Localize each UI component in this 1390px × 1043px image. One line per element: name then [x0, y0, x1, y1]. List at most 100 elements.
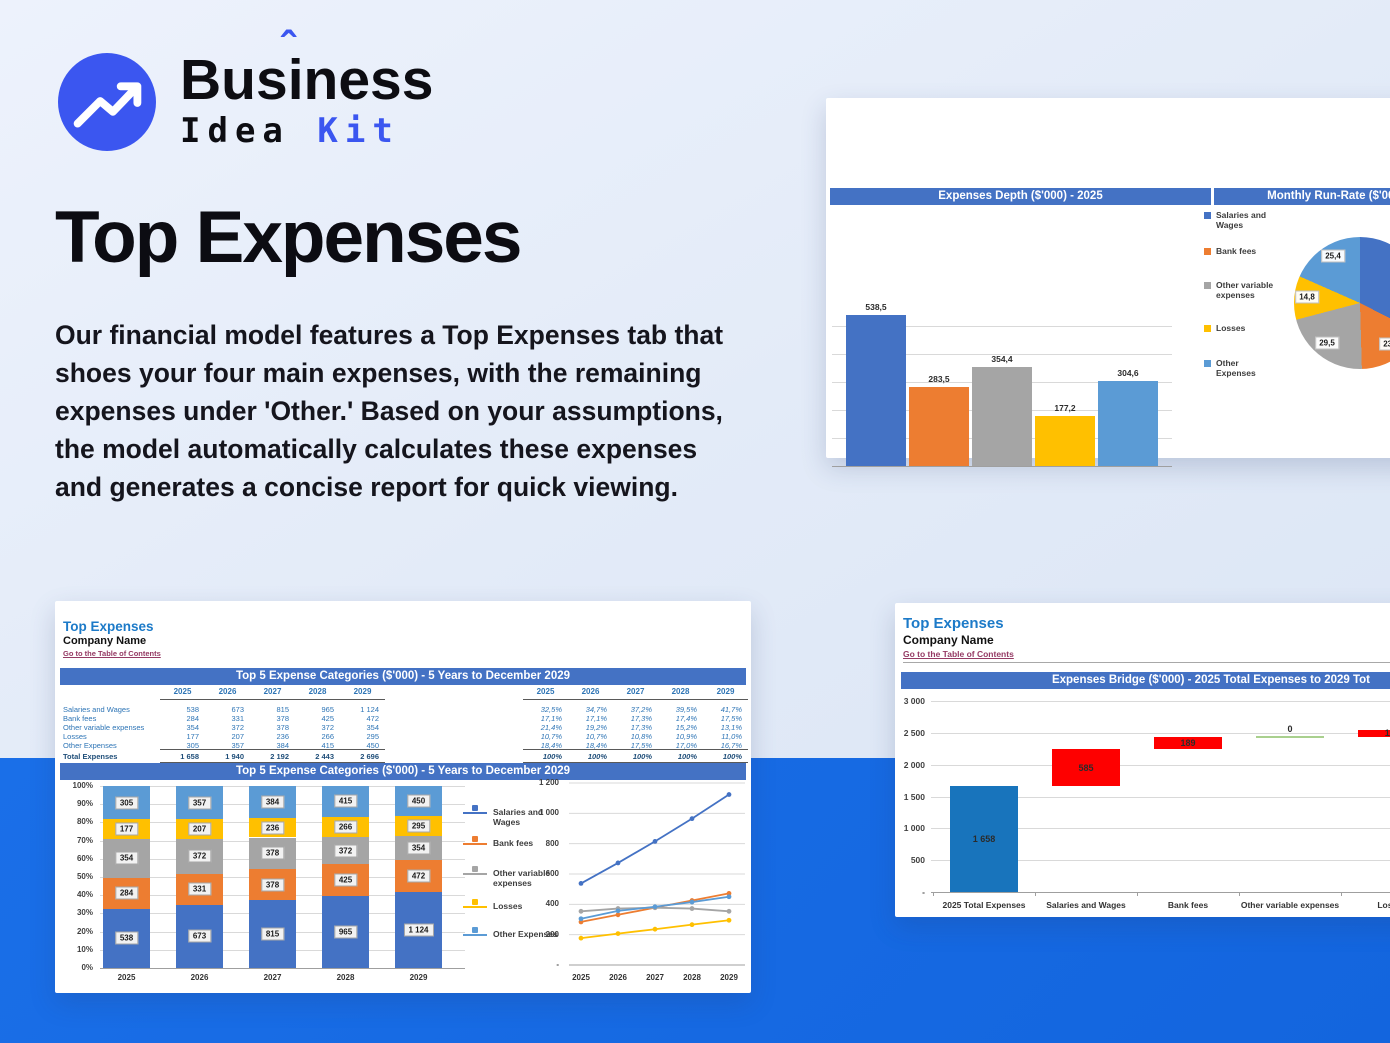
year-header-pct: 2027: [626, 687, 645, 696]
cell-value: 284: [186, 714, 199, 723]
cell-pct: 41,7%: [720, 705, 742, 714]
legend-entry-0: Salaries and Wages: [463, 805, 563, 831]
pie-slice-label: 23,6: [1379, 337, 1390, 351]
total-pct: 100%: [722, 752, 742, 761]
waterfall-delta-bar: [1358, 729, 1390, 738]
cell-pct: 13,1%: [720, 723, 742, 732]
legend-entry-4: Other Expenses: [463, 927, 563, 953]
year-header-pct: 2026: [581, 687, 600, 696]
axis-tick: [1239, 892, 1240, 896]
x-axis-label: 2026: [609, 973, 627, 982]
legend-entry-4: Other Expenses: [1204, 358, 1294, 384]
legend-entry-1: Bank fees: [463, 836, 563, 862]
brand-text-pre: Bus: [180, 48, 288, 112]
gridline: [931, 732, 1390, 734]
stacked-chart-title-banner: Top 5 Expense Categories ($'000) - 5 Yea…: [60, 763, 746, 780]
segment-value-label: 1 124: [403, 923, 434, 937]
brand-text-post: ness: [303, 48, 434, 112]
cell-pct: 32,5%: [540, 705, 562, 714]
year-header: 2028: [308, 687, 327, 696]
bar-4: [1098, 380, 1158, 466]
y-axis-label: 200: [545, 929, 559, 939]
cell-pct: 16,7%: [720, 741, 742, 750]
row-label: Losses: [63, 732, 87, 741]
cell-value: 378: [276, 714, 289, 723]
data-point: [578, 908, 584, 914]
pie-slice-label: 25,4: [1321, 249, 1345, 263]
total-value: 2 696: [360, 752, 379, 761]
legend-label: Other Expenses: [1216, 358, 1256, 379]
cell-pct: 10,7%: [585, 732, 607, 741]
segment-value-label: 378: [260, 878, 285, 892]
cell-pct: 19,2%: [585, 723, 607, 732]
segment-value-label: 384: [260, 795, 285, 809]
table-of-contents-link[interactable]: Go to the Table of Contents: [903, 649, 1014, 659]
legend-entry-3: Losses: [1204, 323, 1294, 349]
trend-arrow-icon: [58, 52, 156, 151]
cell-pct: 18,4%: [585, 741, 607, 750]
legend-marker-dot: [472, 836, 478, 842]
segment-value-label: 538: [114, 931, 139, 945]
legend-line-marker: [463, 873, 487, 875]
data-point: [652, 926, 658, 932]
x-axis: [832, 466, 1172, 467]
stacked-chart-legend: Salaries and Wages Bank fees Other variabl…: [463, 801, 563, 951]
year-header-pct: 2028: [671, 687, 690, 696]
x-axis-category-label: Losses: [1377, 900, 1390, 910]
cell-value: 538: [186, 705, 199, 714]
total-value: 2 443: [315, 752, 334, 761]
data-point: [578, 916, 584, 922]
screenshot-expenses-depth: Expenses Depth ($'000) - 2025 Monthly Ru…: [826, 98, 1390, 467]
cell-pct: 18,4%: [540, 741, 562, 750]
gridline: [931, 860, 1390, 862]
legend-label: Losses: [493, 901, 523, 911]
y-axis-label: 30%: [76, 908, 93, 918]
segment-value-label: 673: [187, 929, 212, 943]
y-axis-label: 2 000: [903, 759, 925, 770]
header-rule: [523, 699, 748, 700]
data-point: [615, 931, 621, 937]
gridline: [931, 764, 1390, 766]
x-axis-label: 2028: [336, 973, 355, 982]
brand-text-i: i: [287, 48, 304, 112]
segment-value-label: 815: [260, 927, 285, 941]
legend-line-marker: [463, 906, 487, 908]
total-pct: 100%: [632, 752, 652, 761]
y-axis-label: 500: [910, 855, 925, 866]
cell-value: 354: [186, 723, 199, 732]
page-title: Top Expenses: [55, 197, 523, 278]
legend-entry-3: Losses: [463, 899, 563, 925]
table-of-contents-link[interactable]: Go to the Table of Contents: [63, 649, 161, 658]
expenses-bridge-waterfall-chart: 3 000 2 500 2 000 1 500 1 000 500 - 1 658 2025 T…: [895, 695, 1390, 917]
x-axis-category-label: 2025 Total Expenses: [942, 900, 1026, 910]
pie-slice-label: 14,8: [1295, 290, 1319, 304]
x-axis: [931, 892, 1390, 893]
y-axis-label: 50%: [76, 872, 93, 881]
data-point: [689, 899, 695, 905]
year-header: 2025: [173, 687, 192, 696]
total-value: 2 192: [270, 752, 289, 761]
cell-value: 1 124: [360, 705, 379, 714]
bar-3: [1035, 416, 1095, 466]
y-axis-label: 600: [545, 869, 559, 878]
table-title-banner: Top 5 Expense Categories ($'000) - 5 Yea…: [60, 668, 746, 685]
gridline: [832, 354, 1172, 355]
waterfall-value-label: 0: [1287, 724, 1293, 735]
legend-label: Other variable expenses: [1216, 280, 1274, 301]
waterfall-value-label: 189: [1180, 738, 1196, 749]
total-label: Total Expenses: [63, 752, 118, 761]
bar-chart-legend: Salaries and Wages Bank fees Other variabl…: [1204, 210, 1294, 460]
x-axis: [100, 968, 465, 969]
x-axis-label: 2029: [720, 973, 738, 982]
y-axis-label: 80%: [76, 817, 93, 827]
total-rule-top: [160, 749, 385, 750]
y-axis-label: 400: [545, 899, 559, 909]
row-label: Salaries and Wages: [63, 705, 130, 714]
y-axis-label: 3 000: [903, 696, 925, 706]
cell-value: 357: [231, 741, 244, 750]
segment-value-label: 378: [260, 846, 285, 860]
cell-pct: 15,2%: [675, 723, 697, 732]
segment-value-label: 305: [114, 796, 139, 810]
brand-logo: Busi ˆ ness Idea Kit: [58, 26, 433, 151]
sheet-title: Top Expenses: [903, 615, 1004, 632]
